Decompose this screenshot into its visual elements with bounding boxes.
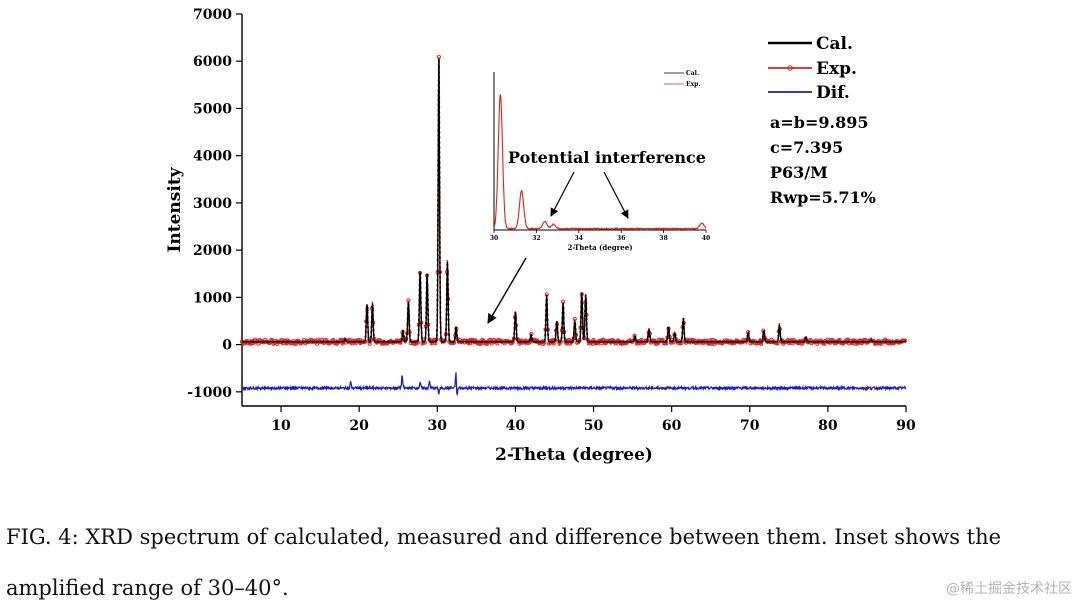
x-tick-label: 30 [428,418,448,434]
y-tick-label: 1000 [193,290,232,306]
inset-plot: 30 32 34 36 38 40 2-Theta (degree) Cal. Exp. … [490,70,710,252]
y-tick-label: 7000 [193,7,232,23]
fit-parameters: a=b=9.895 c=7.395 P63/M Rwp=5.71% [770,113,876,207]
xrd-figure: -1000 0 1000 2000 3000 4000 5000 6000 7000 10 20 3… [165,7,916,465]
annotation-potential-interference: Potential interference [508,148,706,167]
series-cal-line [242,58,906,343]
cal-line [242,58,906,343]
dif-line [241,372,907,397]
inset-x-tick-label: 32 [532,235,540,242]
x-tick-label: 20 [349,418,369,434]
figure-caption: FIG. 4: XRD spectrum of calculated, meas… [6,512,1074,614]
x-tick-label: 10 [271,418,291,434]
annotation-c: c=7.395 [770,138,843,157]
exp-marker [572,316,577,322]
x-tick-label: 50 [584,418,604,434]
inset-legend-label-exp: Exp. [686,81,700,88]
arrow-inset-left [550,171,575,217]
x-tick-label: 60 [662,418,682,434]
exp-marker [436,54,441,60]
x-axis-label: 2-Theta (degree) [495,445,653,465]
x-tick-label: 70 [740,418,760,434]
inset-x-tick-label: 36 [617,235,625,242]
legend: Cal. Exp. Dif. [768,34,857,103]
y-tick-label: -1000 [187,385,232,401]
arrow-main-plot [487,257,527,324]
arrow-inset-right [603,171,629,219]
legend-item-exp: Exp. [768,59,857,79]
inset-x-tick-label: 40 [702,235,710,242]
legend-label-dif: Dif. [816,83,850,103]
y-tick-label: 0 [222,338,232,354]
y-axis-label: Intensity [165,166,185,252]
legend-item-cal: Cal. [768,34,853,54]
inset-series-exp-line [493,94,707,231]
inset-x-tick-label: 30 [490,235,498,242]
x-tick-label: 80 [818,418,838,434]
annotation-ab: a=b=9.895 [770,113,868,132]
y-tick-label: 5000 [193,101,232,117]
watermark: @稀土掘金技术社区 [946,581,1072,597]
inset-x-tick-label: 34 [575,235,583,242]
inset-x-ticks: 30 32 34 36 38 40 [490,230,710,242]
main-plot: -1000 0 1000 2000 3000 4000 5000 6000 7000 10 20 3… [165,7,916,465]
inset-legend: Cal. Exp. [664,70,700,88]
inset-x-tick-label: 38 [659,235,667,242]
y-tick-label: 2000 [193,243,232,259]
arrows [487,171,629,324]
legend-marker-exp [787,65,793,71]
exp-marker [406,298,411,303]
caption-line-1: FIG. 4: XRD spectrum of calculated, meas… [6,525,1002,549]
x-tick-label: 40 [506,418,526,434]
inset-legend-label-cal: Cal. [686,70,699,77]
y-tick-label: 6000 [193,54,232,70]
inset-exp-line [493,94,707,231]
x-ticks: 10 20 30 40 50 60 70 80 90 [271,406,916,434]
inset-x-axis-label: 2-Theta (degree) [567,243,632,252]
caption-line-2: amplified range of 30–40°. [6,576,289,600]
annotation-rwp: Rwp=5.71% [770,188,876,207]
legend-item-dif: Dif. [768,83,850,103]
series-dif-line [241,372,907,397]
y-tick-label: 3000 [193,196,232,212]
legend-label-cal: Cal. [816,34,853,54]
y-tick-label: 4000 [193,149,232,165]
legend-label-exp: Exp. [816,59,857,79]
x-tick-label: 90 [896,418,916,434]
annotation-space-group: P63/M [770,163,828,182]
y-ticks: -1000 0 1000 2000 3000 4000 5000 6000 7000 [187,7,242,401]
